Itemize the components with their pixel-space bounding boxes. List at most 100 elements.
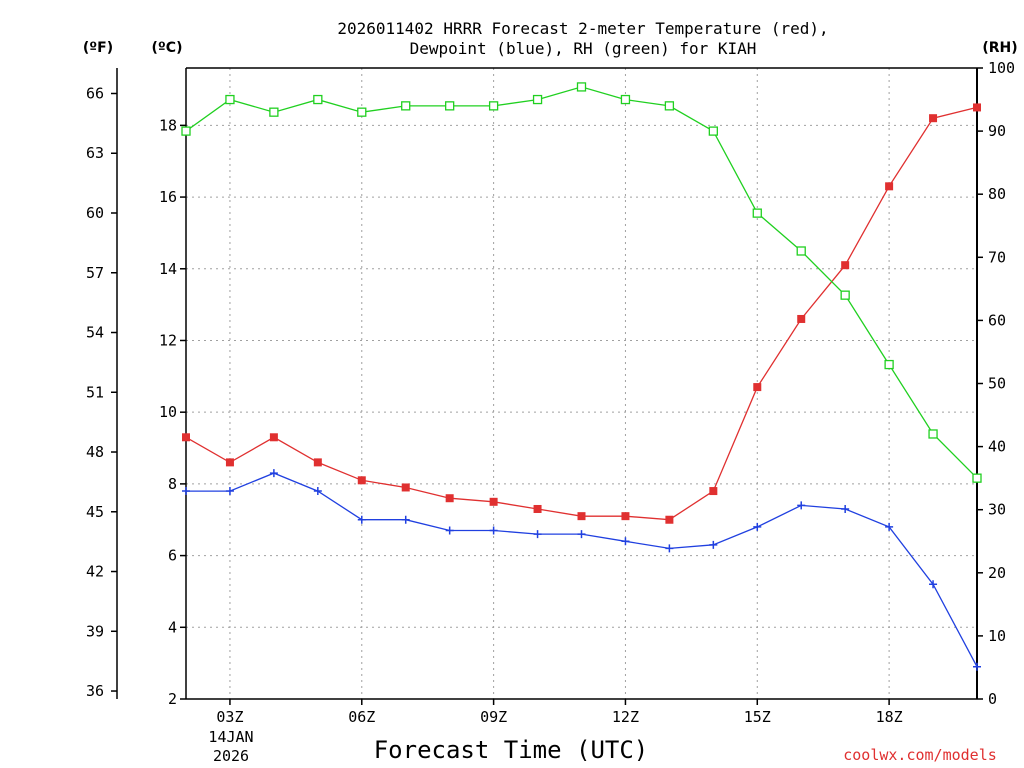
- celsius-tick-label: 16: [159, 188, 177, 206]
- 2-meter-temperature-point: [577, 512, 586, 521]
- dewpoint-point: [533, 530, 542, 539]
- rh-tick-label: 60: [988, 311, 1006, 329]
- chart-title: 2026011402 HRRR Forecast 2-meter Tempera…: [337, 19, 828, 38]
- dewpoint-point: [313, 487, 322, 496]
- credit-link[interactable]: coolwx.com/models: [843, 746, 997, 764]
- rh-tick-label: 100: [988, 59, 1015, 77]
- series-dewpoint: [182, 469, 981, 671]
- rh-point: [884, 359, 894, 370]
- series-rh: [181, 82, 982, 483]
- series-2-meter-temperature: [182, 103, 981, 524]
- x-tick-label: 03Z: [216, 708, 243, 726]
- celsius-tick-label: 8: [168, 475, 177, 493]
- dewpoint-point: [665, 544, 674, 553]
- rh-tick-label: 50: [988, 375, 1006, 393]
- tick-labels: 2 4 6 8 10 12 14 16 18 36 39 42 45 48 51 54 57 60 63 66 0 10 2…: [86, 59, 1015, 726]
- rh-point: [576, 82, 587, 92]
- dewpoint-point: [709, 540, 718, 549]
- celsius-tick-label: 12: [159, 331, 177, 349]
- 2-meter-temperature-point: [621, 512, 630, 521]
- rh-point: [488, 101, 499, 111]
- rh-tick-label: 0: [988, 690, 997, 708]
- 2-meter-temperature-point: [797, 314, 806, 323]
- 2-meter-temperature-point: [269, 433, 278, 442]
- rh-unit-label: (RH): [982, 40, 1017, 56]
- rh-point: [708, 126, 718, 136]
- x-tick-label: 15Z: [744, 708, 771, 726]
- dewpoint-point: [885, 522, 894, 531]
- 2-meter-temperature-point: [753, 383, 762, 392]
- dewpoint-point: [797, 501, 806, 510]
- dewpoint-point: [225, 487, 234, 496]
- celsius-tick-label: 10: [159, 403, 177, 421]
- rh-point: [269, 107, 279, 117]
- 2-meter-temperature-point: [973, 103, 981, 112]
- rh-tick-label: 10: [988, 627, 1006, 645]
- rh-point: [620, 94, 631, 105]
- dewpoint-line: [186, 472, 978, 668]
- rh-point: [796, 246, 806, 256]
- chart-title-line2: Dewpoint (blue), RH (green) for KIAH: [410, 39, 757, 58]
- dewpoint-point: [841, 504, 850, 513]
- fahrenheit-unit-label: (ºF): [83, 40, 113, 56]
- fahrenheit-tick-label: 54: [86, 324, 104, 342]
- fahrenheit-tick-label: 42: [86, 563, 104, 581]
- celsius-tick-label: 2: [168, 690, 177, 708]
- 2-meter-temperature-point: [357, 476, 366, 485]
- celsius-tick-label: 14: [159, 260, 177, 278]
- 2-meter-temperature-point: [489, 497, 498, 506]
- celsius-tick-label: 4: [168, 618, 177, 636]
- dewpoint-point: [269, 469, 278, 478]
- 2-meter-temperature-point: [709, 487, 718, 496]
- fahrenheit-tick-label: 36: [86, 682, 104, 700]
- dewpoint-point: [357, 515, 366, 524]
- rh-point: [445, 101, 455, 111]
- celsius-tick-label: 6: [168, 547, 177, 565]
- x-tick-label: 09Z: [480, 708, 507, 726]
- rh-point: [357, 107, 367, 117]
- 2-meter-temperature-point: [401, 483, 410, 492]
- 2-meter-temperature-point: [929, 114, 938, 123]
- rh-point: [181, 126, 191, 136]
- 2-meter-temperature-point: [841, 261, 850, 270]
- 2-meter-temperature-point: [313, 458, 322, 467]
- 2-meter-temperature-point: [885, 182, 894, 191]
- data-series: [181, 82, 982, 671]
- x-axis-label: Forecast Time (UTC): [374, 736, 649, 764]
- rh-point: [840, 290, 850, 300]
- fahrenheit-tick-label: 66: [86, 84, 104, 102]
- dewpoint-point: [929, 580, 938, 589]
- rh-tick-label: 30: [988, 501, 1006, 519]
- rh-point: [972, 473, 982, 483]
- rh-point: [664, 101, 675, 111]
- fahrenheit-tick-label: 45: [86, 503, 104, 521]
- date-label-day: 14JAN: [208, 728, 253, 746]
- dewpoint-point: [401, 515, 410, 524]
- rh-tick-label: 90: [988, 122, 1006, 140]
- rh-point: [752, 208, 762, 218]
- rh-tick-label: 40: [988, 438, 1006, 456]
- rh-tick-label: 70: [988, 248, 1006, 266]
- x-tick-label: 12Z: [612, 708, 639, 726]
- fahrenheit-tick-label: 39: [86, 622, 104, 640]
- fahrenheit-tick-label: 57: [86, 264, 104, 282]
- dewpoint-point: [621, 537, 630, 546]
- celsius-tick-label: 18: [159, 116, 177, 134]
- x-tick-label: 06Z: [348, 708, 375, 726]
- rh-point: [313, 94, 323, 105]
- 2-meter-temperature-point: [665, 515, 674, 524]
- fahrenheit-tick-label: 63: [86, 144, 104, 162]
- dewpoint-point: [577, 530, 586, 539]
- celsius-unit-label: (ºC): [152, 40, 183, 56]
- 2-meter-temperature-point: [445, 494, 454, 503]
- 2-meter-temperature-point: [533, 504, 542, 513]
- rh-tick-label: 20: [988, 564, 1006, 582]
- fahrenheit-tick-label: 60: [86, 204, 104, 222]
- dewpoint-point: [445, 526, 454, 535]
- 2-meter-temperature-point: [225, 458, 234, 467]
- 2-meter-temperature-line: [185, 106, 978, 521]
- date-label-year: 2026: [213, 747, 249, 765]
- dewpoint-point: [973, 662, 981, 671]
- dewpoint-point: [489, 526, 498, 535]
